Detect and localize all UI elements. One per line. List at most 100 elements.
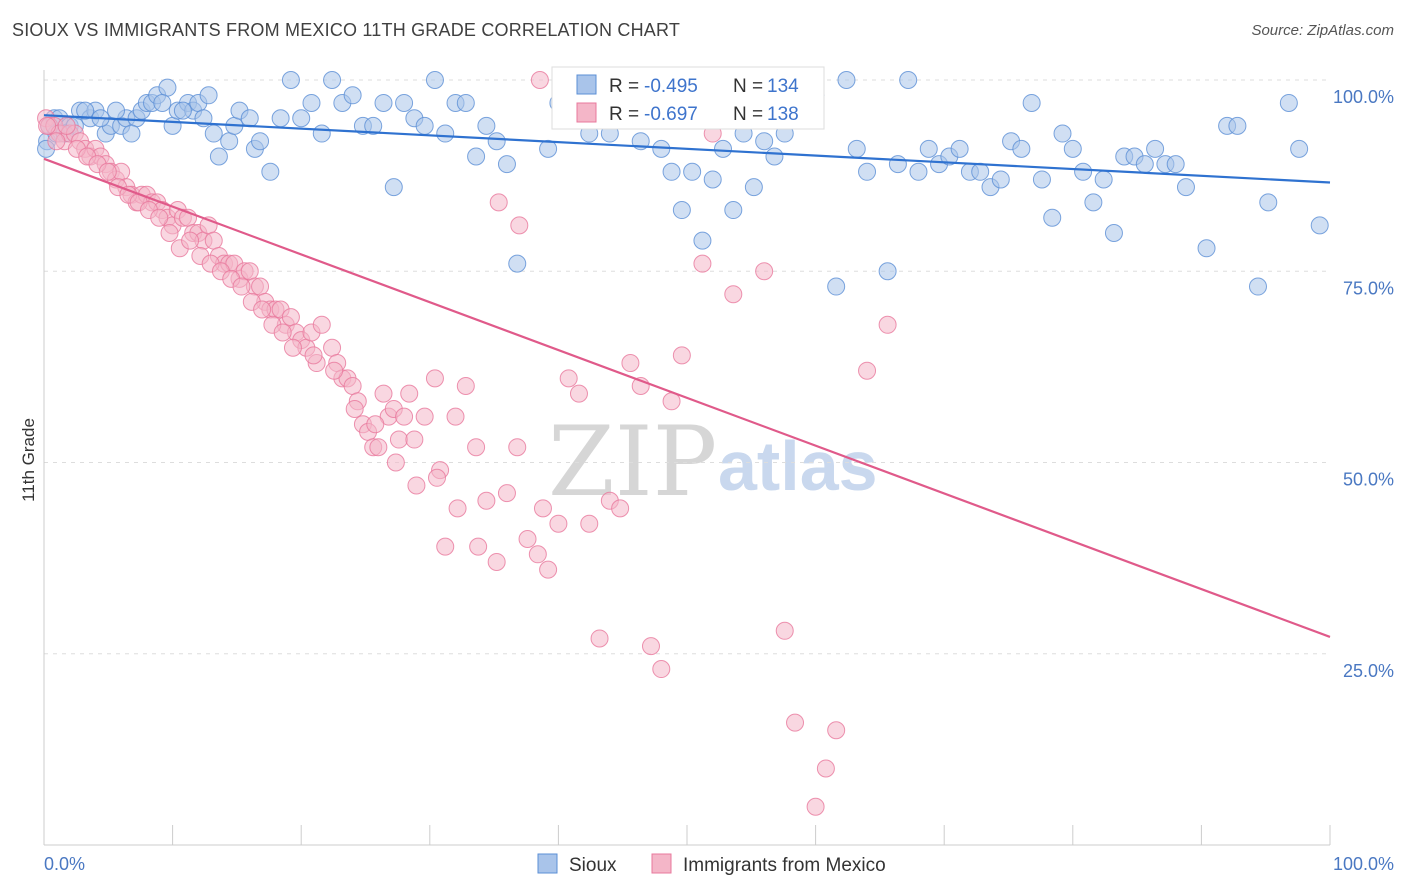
x-ticks bbox=[43, 825, 1331, 845]
x-tick-label-min: 0.0% bbox=[44, 854, 85, 874]
sioux-point bbox=[1012, 139, 1031, 158]
sioux-point bbox=[1176, 178, 1195, 197]
mexico-point bbox=[487, 552, 506, 571]
mexico-point bbox=[240, 262, 259, 281]
mexico-point bbox=[878, 315, 897, 334]
mexico-point bbox=[518, 530, 537, 548]
series-mexico-points bbox=[37, 71, 897, 816]
sioux-point bbox=[497, 155, 516, 174]
mexico-point bbox=[652, 660, 671, 679]
mexico-point bbox=[325, 361, 344, 380]
mexico-point bbox=[724, 285, 743, 304]
sioux-point bbox=[240, 109, 259, 128]
sioux-point bbox=[508, 254, 527, 273]
sioux-point bbox=[1146, 139, 1165, 158]
mexico-point bbox=[533, 499, 552, 518]
mexico-point bbox=[345, 399, 364, 418]
sioux-point bbox=[343, 86, 362, 105]
sioux-point bbox=[384, 178, 403, 197]
sioux-point bbox=[1094, 170, 1113, 189]
sioux-point bbox=[374, 93, 393, 112]
sioux-point bbox=[292, 109, 311, 128]
sioux-point bbox=[163, 116, 182, 135]
mexico-trend-line bbox=[43, 157, 1331, 638]
sioux-point bbox=[539, 139, 558, 158]
sioux-point bbox=[153, 93, 172, 112]
sioux-point bbox=[899, 71, 918, 89]
sioux-point bbox=[261, 162, 280, 181]
mexico-point bbox=[181, 231, 200, 250]
mexico-point bbox=[204, 231, 223, 250]
stats-r-label-mexico: R = bbox=[609, 104, 639, 125]
mexico-point bbox=[425, 369, 444, 388]
stats-n-label-mexico: N = bbox=[733, 104, 763, 125]
mexico-point bbox=[806, 797, 825, 816]
mexico-point bbox=[407, 476, 426, 495]
sioux-point bbox=[1104, 224, 1123, 242]
sioux-point bbox=[683, 162, 702, 181]
sioux-point bbox=[173, 101, 192, 120]
sioux-point bbox=[672, 201, 691, 220]
mexico-point bbox=[549, 514, 568, 533]
mexico-point bbox=[590, 629, 609, 648]
mexico-point bbox=[150, 208, 169, 227]
sioux-point bbox=[76, 101, 95, 120]
mexico-point bbox=[510, 216, 529, 235]
sioux-point bbox=[425, 71, 444, 89]
sioux-point bbox=[456, 93, 475, 112]
mexico-point bbox=[827, 721, 846, 740]
mexico-point bbox=[528, 545, 547, 564]
sioux-point bbox=[395, 93, 414, 112]
mexico-point bbox=[786, 713, 805, 732]
sioux-point bbox=[755, 132, 774, 151]
sioux-point bbox=[1032, 170, 1051, 189]
sioux-point bbox=[703, 170, 722, 189]
sioux-point bbox=[204, 124, 223, 143]
x-tick-label-max: 100.0% bbox=[1333, 854, 1394, 874]
sioux-point bbox=[765, 147, 784, 166]
sioux-point bbox=[436, 124, 455, 143]
mexico-point bbox=[693, 254, 712, 273]
mexico-point bbox=[775, 621, 794, 640]
mexico-point bbox=[304, 346, 323, 365]
mexico-point bbox=[672, 346, 691, 365]
sioux-point bbox=[1135, 155, 1154, 174]
stats-swatch-mexico bbox=[576, 102, 597, 123]
sioux-point bbox=[1043, 208, 1062, 227]
sioux-point bbox=[122, 124, 141, 143]
y-tick-label: 50.0% bbox=[1343, 470, 1394, 490]
sioux-point bbox=[1279, 93, 1298, 112]
mexico-point bbox=[467, 438, 486, 457]
stats-r-value-sioux: -0.495 bbox=[644, 76, 698, 97]
sioux-trend-line bbox=[43, 114, 1331, 184]
mexico-point bbox=[251, 277, 270, 296]
sioux-point bbox=[837, 71, 856, 89]
mexico-point bbox=[323, 338, 342, 357]
mexico-point bbox=[400, 384, 419, 403]
mexico-point bbox=[816, 759, 835, 778]
stats-r-value-mexico: -0.697 bbox=[644, 104, 698, 125]
mexico-point bbox=[38, 116, 57, 135]
legend-label-sioux: Sioux bbox=[569, 855, 617, 876]
mexico-point bbox=[755, 262, 774, 281]
sioux-point bbox=[1248, 277, 1267, 296]
sioux-point bbox=[1259, 193, 1278, 212]
sioux-point bbox=[302, 93, 321, 112]
sioux-point bbox=[827, 277, 846, 296]
trend-lines bbox=[43, 114, 1331, 638]
sioux-point bbox=[724, 201, 743, 220]
mexico-point bbox=[160, 224, 179, 242]
mexico-point bbox=[253, 300, 272, 319]
sioux-point bbox=[1290, 139, 1309, 158]
mexico-point bbox=[446, 407, 465, 426]
mexico-point bbox=[428, 468, 447, 487]
sioux-point bbox=[714, 139, 733, 158]
sioux-point bbox=[1053, 124, 1072, 143]
mexico-point bbox=[539, 560, 558, 579]
stats-r-label-sioux: R = bbox=[609, 76, 639, 97]
legend-label-mexico: Immigrants from Mexico bbox=[683, 855, 886, 876]
mexico-point bbox=[580, 514, 599, 533]
y-tick-label: 75.0% bbox=[1343, 278, 1394, 298]
mexico-point bbox=[232, 277, 251, 296]
sioux-point bbox=[467, 147, 486, 166]
